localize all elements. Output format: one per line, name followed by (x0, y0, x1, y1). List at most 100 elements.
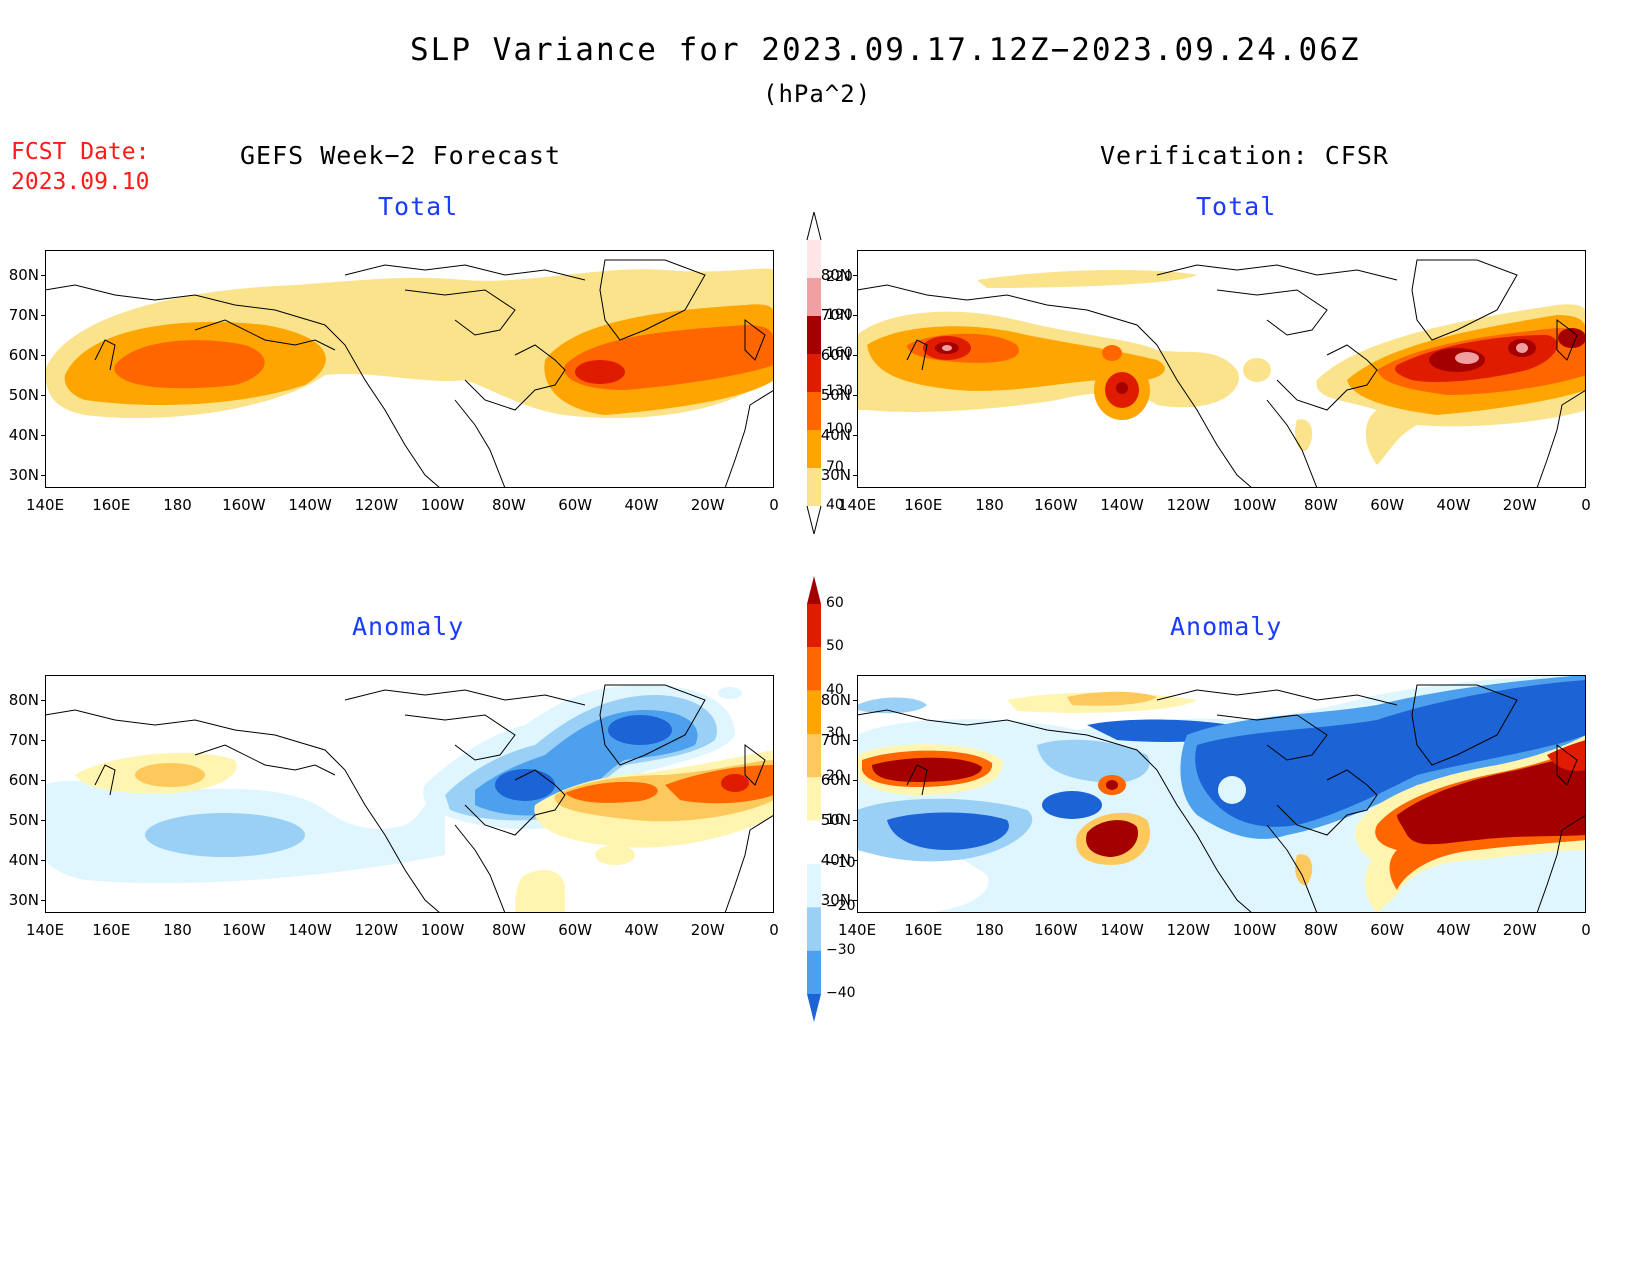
lon-tick-label: 20W (690, 496, 725, 514)
lat-tick-label: 30N (8, 466, 39, 484)
lat-tick-mark (41, 780, 46, 781)
colorbar-label: 130 (826, 383, 853, 399)
lon-tick-label: 120W (1166, 496, 1211, 514)
colorbar-label: 20 (826, 768, 844, 785)
lon-tick-label: 40W (1436, 496, 1471, 514)
colorbar-label: 190 (826, 307, 853, 323)
lon-tick-label: 80W (491, 496, 526, 514)
colorbar-swatch (807, 576, 821, 604)
lon-tick-label: 100W (1232, 921, 1277, 939)
lat-tick-mark (853, 435, 858, 436)
lon-tick-label: 140W (288, 921, 332, 939)
lat-tick-label: 80N (820, 691, 851, 709)
verification-anomaly-map (857, 675, 1586, 913)
lon-tick-label: 20W (1502, 921, 1537, 939)
lat-tick-mark (41, 435, 46, 436)
lat-tick-label: 80N (820, 266, 851, 284)
lat-tick-label: 80N (8, 691, 39, 709)
lon-tick-label: 140E (25, 921, 65, 939)
lat-tick-label: 60N (820, 771, 851, 789)
lon-tick-label: 100W (1232, 496, 1277, 514)
coastlines (45, 684, 774, 913)
lon-tick-label: 0 (769, 921, 779, 939)
lon-tick-label: 40W (624, 496, 659, 514)
lon-tick-label: 80W (1303, 496, 1338, 514)
figure-title: SLP Variance for 2023.09.17.12Z−2023.09.… (410, 32, 1361, 68)
lon-tick-label: 160W (222, 921, 266, 939)
lat-tick-mark (853, 860, 858, 861)
lon-tick-label: 160W (1034, 496, 1078, 514)
lat-tick-mark (853, 275, 858, 276)
anomaly-shading (45, 685, 774, 913)
colorbar-label: 70 (826, 459, 844, 475)
lat-tick-label: 60N (8, 771, 39, 789)
lon-tick-label: 20W (1502, 496, 1537, 514)
colorbar-swatch (807, 820, 821, 864)
colorbar-swatch (807, 647, 821, 691)
panel-title-forecast-anomaly: Anomaly (352, 612, 465, 641)
colorbar-swatch (807, 777, 821, 821)
fcst-date-label: FCST Date: (11, 139, 150, 165)
colorbar-label: 100 (826, 421, 853, 437)
colorbar-label: 160 (826, 345, 853, 361)
lat-tick-label: 30N (820, 466, 851, 484)
total-colorbar: 220 190 160 130 100 70 40 (806, 212, 866, 534)
colorbar-label: −30 (826, 941, 856, 958)
lon-tick-label: 160E (92, 921, 131, 939)
lat-tick-label: 60N (820, 346, 851, 364)
lat-tick-mark (41, 395, 46, 396)
colorbar-label: 30 (826, 725, 844, 741)
lon-tick-label: 60W (1370, 921, 1405, 939)
colorbar-swatch (807, 354, 821, 392)
lat-tick-mark (41, 315, 46, 316)
lat-tick-mark (853, 355, 858, 356)
lat-tick-mark (41, 700, 46, 701)
lon-tick-label: 0 (1581, 921, 1591, 939)
variance-shading (45, 268, 774, 419)
colorbar-swatch (807, 907, 821, 951)
lon-tick-label: 100W (420, 921, 465, 939)
colorbar-swatch (807, 994, 821, 1022)
lat-tick-mark (853, 740, 858, 741)
lat-tick-label: 70N (8, 306, 39, 324)
colorbar-label: 220 (826, 269, 853, 285)
lat-tick-mark (853, 900, 858, 901)
verification-total-map (857, 250, 1586, 488)
lon-tick-label: 180 (163, 921, 192, 939)
lat-tick-mark (853, 315, 858, 316)
lon-tick-label: 80W (491, 921, 526, 939)
panel-title-forecast-total: Total (378, 192, 459, 221)
colorbar-swatch (807, 468, 821, 506)
colorbar-label: 40 (826, 497, 844, 513)
lon-tick-label: 120W (1166, 921, 1211, 939)
lat-tick-mark (41, 475, 46, 476)
lat-tick-mark (853, 780, 858, 781)
coastlines (857, 259, 1586, 488)
colorbar-label: 60 (826, 595, 844, 611)
colorbar-end-triangle (806, 212, 822, 241)
lon-tick-label: 100W (420, 496, 465, 514)
lon-tick-label: 140E (25, 496, 65, 514)
lon-tick-label: 60W (1370, 496, 1405, 514)
lat-tick-mark (853, 475, 858, 476)
colorbar-label: −10 (826, 855, 856, 871)
colorbar-swatch (807, 864, 821, 908)
lat-tick-mark (853, 700, 858, 701)
lon-tick-label: 140E (837, 921, 877, 939)
lon-tick-label: 180 (975, 921, 1004, 939)
lat-tick-label: 50N (8, 386, 39, 404)
lon-tick-label: 120W (354, 496, 399, 514)
anomaly-colorbar: 60 50 40 30 20 10 −10 −20 −30 −40 (806, 576, 866, 1022)
lon-tick-label: 160E (904, 921, 943, 939)
anomaly-shading (857, 675, 1586, 913)
lat-tick-mark (853, 395, 858, 396)
lon-tick-label: 140W (288, 496, 332, 514)
colorbar-swatch (807, 690, 821, 734)
panel-title-verification-anomaly: Anomaly (1170, 612, 1283, 641)
lon-tick-label: 60W (558, 496, 593, 514)
left-column-heading: GEFS Week−2 Forecast (240, 141, 562, 170)
colorbar-swatch (807, 604, 821, 648)
lon-tick-label: 0 (1581, 496, 1591, 514)
colorbar-end-triangle (806, 505, 822, 534)
lon-tick-label: 40W (624, 921, 659, 939)
